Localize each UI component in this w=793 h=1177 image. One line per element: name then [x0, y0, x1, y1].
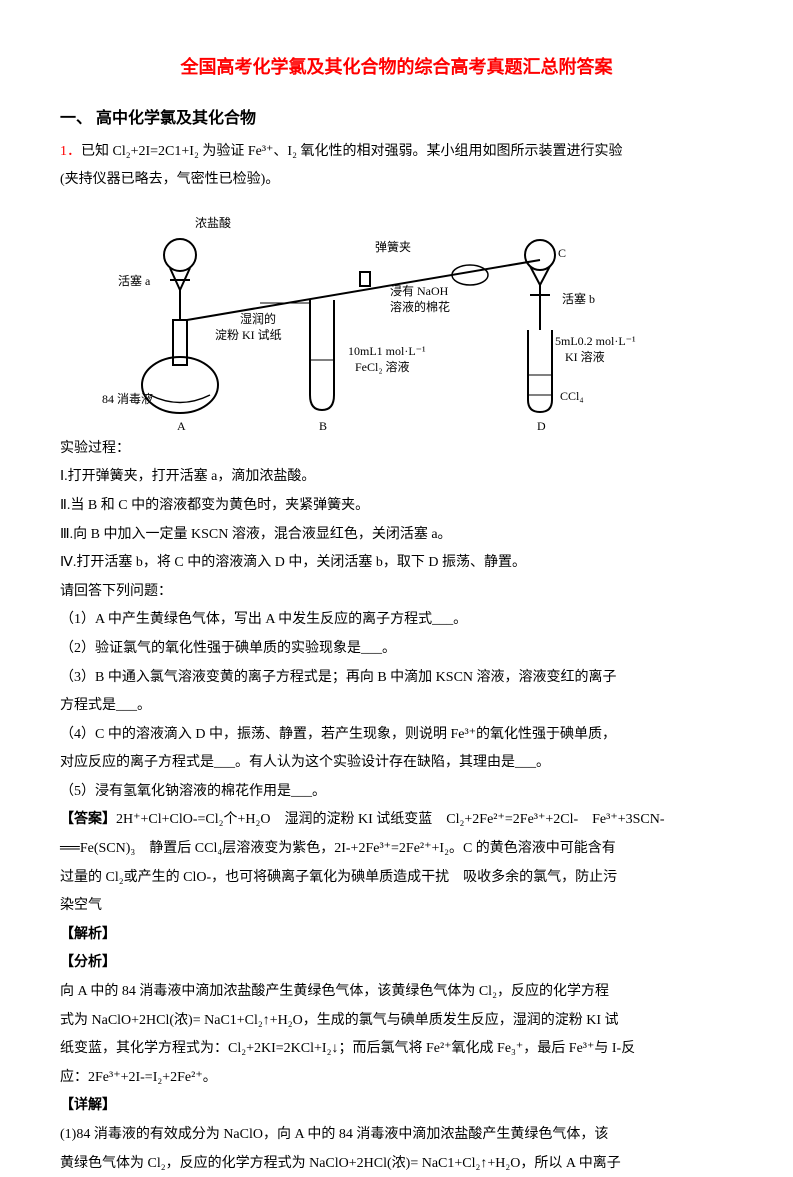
answer-prompt: 请回答下列问题： — [60, 579, 733, 606]
label-huosai-b: 活塞 b — [562, 288, 595, 311]
jiexi-label: 【解析】 — [60, 922, 733, 949]
label-fecl2-2: FeCl₂ 溶液 — [355, 356, 410, 379]
label-ki-2: KI 溶液 — [565, 346, 605, 369]
label-b: B — [319, 415, 327, 438]
label-a: A — [177, 415, 186, 438]
sub-question-1: （1）A 中产生黄绿色气体，写出 A 中发生反应的离子方程式___。 — [60, 607, 733, 634]
label-dianfen: 淀粉 KI 试纸 — [215, 324, 282, 347]
label-naoh2: 溶液的棉花 — [390, 296, 450, 319]
label-tanhuangjia: 弹簧夹 — [375, 236, 411, 259]
question-1-line2: (夹持仪器已略去，气密性已检验)。 — [60, 167, 733, 194]
label-c: C — [558, 242, 566, 265]
label-huosai-a: 活塞 a — [118, 270, 150, 293]
process-heading: 实验过程： — [60, 436, 733, 463]
experiment-diagram: 浓盐酸 弹簧夹 活塞 a 湿润的 淀粉 KI 试纸 浸有 NaOH 溶液的棉花 … — [100, 200, 620, 430]
fenxi-3: 纸变蓝，其化学方程式为：Cl₂+2KI=2KCl+I₂↓；而后氯气将 Fe²⁺氧… — [60, 1036, 733, 1063]
xiangjie-2: 黄绿色气体为 Cl₂，反应的化学方程式为 NaClO+2HCl(浓)= NaC1… — [60, 1151, 733, 1177]
page-title: 全国高考化学氯及其化合物的综合高考真题汇总附答案 — [60, 50, 733, 84]
apparatus-svg — [100, 200, 620, 430]
fenxi-4: 应：2Fe³⁺+2I-=I₂+2Fe²⁺。 — [60, 1065, 733, 1092]
process-3: Ⅲ.向 B 中加入一定量 KSCN 溶液，混合液显红色，关闭活塞 a。 — [60, 522, 733, 549]
label-d: D — [537, 415, 546, 438]
sub-question-2: （2）验证氯气的氧化性强于碘单质的实验现象是___。 — [60, 636, 733, 663]
sub-question-3b: 方程式是___。 — [60, 693, 733, 720]
label-nongyansuan: 浓盐酸 — [195, 212, 231, 235]
sub-question-4a: （4）C 中的溶液滴入 D 中，振荡、静置，若产生现象，则说明 Fe³⁺的氧化性… — [60, 722, 733, 749]
section-heading: 一、 高中化学氯及其化合物 — [60, 104, 733, 134]
sub-question-5: （5）浸有氢氧化钠溶液的棉花作用是___。 — [60, 779, 733, 806]
question-text: 已知 Cl₂+2I=2C1+I₂ 为验证 Fe³⁺、I₂ 氧化性的相对强弱。某小… — [81, 144, 622, 159]
fenxi-label: 【分析】 — [60, 950, 733, 977]
answer-text-1: 2H⁺+Cl+ClO-=Cl₂个+H₂O 湿润的淀粉 KI 试纸变蓝 Cl₂+2… — [116, 812, 665, 827]
answer-block-line4: 染空气 — [60, 893, 733, 920]
answer-block-line2: ══Fe(SCN)₃ 静置后 CCl₄层溶液变为紫色，2I-+2Fe³⁺=2Fe… — [60, 836, 733, 863]
fenxi-1: 向 A 中的 84 消毒液中滴加浓盐酸产生黄绿色气体，该黄绿色气体为 Cl₂，反… — [60, 979, 733, 1006]
fenxi-2: 式为 NaClO+2HCl(浓)= NaC1+Cl₂↑+H₂O，生成的氯气与碘单… — [60, 1008, 733, 1035]
process-1: Ⅰ.打开弹簧夹，打开活塞 a，滴加浓盐酸。 — [60, 464, 733, 491]
label-84: 84 消毒液 — [102, 388, 153, 411]
answer-label: 【答案】 — [60, 812, 116, 827]
label-ccl4: CCl₄ — [560, 385, 584, 408]
answer-block-line3: 过量的 Cl₂或产生的 ClO-，也可将碘离子氧化为碘单质造成干扰 吸收多余的氯… — [60, 865, 733, 892]
sub-question-4b: 对应反应的离子方程式是___。有人认为这个实验设计存在缺陷，其理由是___。 — [60, 750, 733, 777]
question-number: 1． — [60, 144, 81, 159]
xiangjie-1: (1)84 消毒液的有效成分为 NaClO，向 A 中的 84 消毒液中滴加浓盐… — [60, 1122, 733, 1149]
process-2: Ⅱ.当 B 和 C 中的溶液都变为黄色时，夹紧弹簧夹。 — [60, 493, 733, 520]
question-1-line1: 1．已知 Cl₂+2I=2C1+I₂ 为验证 Fe³⁺、I₂ 氧化性的相对强弱。… — [60, 139, 733, 166]
process-4: Ⅳ.打开活塞 b，将 C 中的溶液滴入 D 中，关闭活塞 b，取下 D 振荡、静… — [60, 550, 733, 577]
xiangjie-label: 【详解】 — [60, 1093, 733, 1120]
answer-block-line1: 【答案】2H⁺+Cl+ClO-=Cl₂个+H₂O 湿润的淀粉 KI 试纸变蓝 C… — [60, 807, 733, 834]
sub-question-3a: （3）B 中通入氯气溶液变黄的离子方程式是；再向 B 中滴加 KSCN 溶液，溶… — [60, 665, 733, 692]
